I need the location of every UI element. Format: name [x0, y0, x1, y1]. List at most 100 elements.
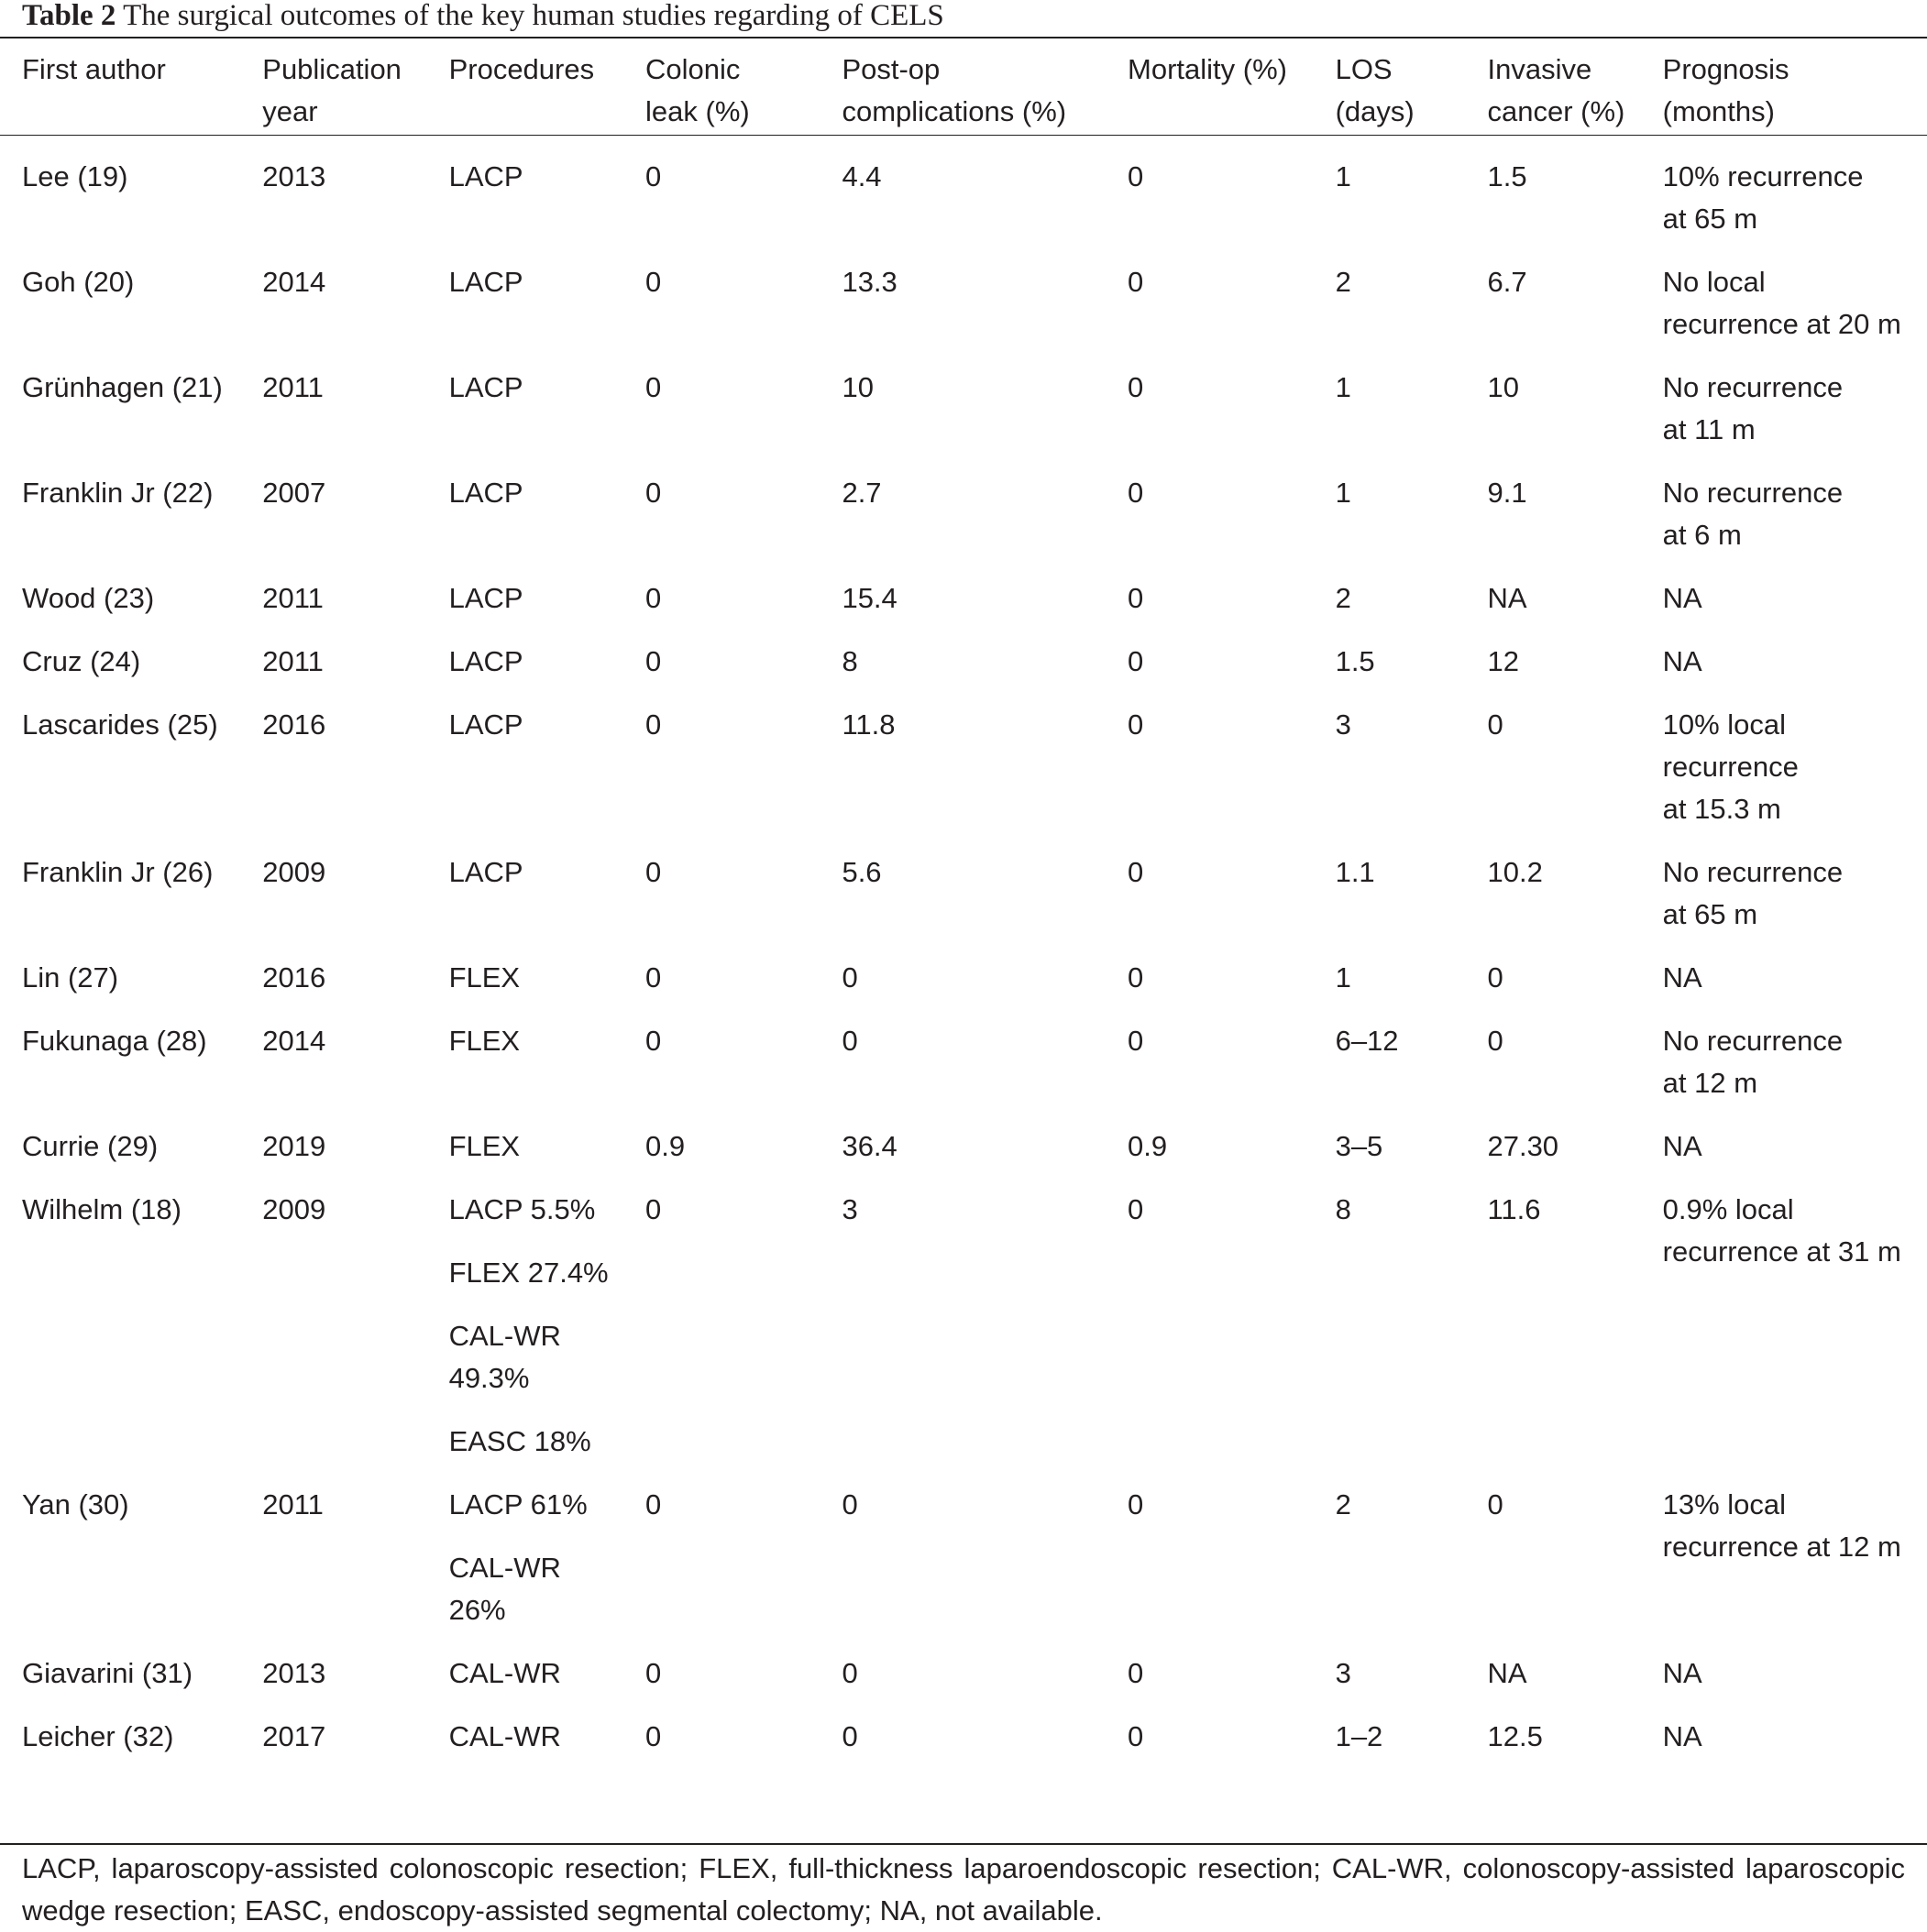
cell-los: 1–2 — [1335, 1720, 1383, 1752]
table-row: Lin (27) 2016 FLEX 0 0 0 1 0 NA — [0, 936, 1927, 999]
table-label: Table 2 — [22, 0, 116, 32]
procedure-entry: LACP — [448, 266, 523, 298]
procedure-entry: CAL-WR — [448, 1657, 561, 1689]
cell-post-op-complications: 4.4 — [842, 160, 882, 192]
cell-prognosis: No local recurrence at 20 m — [1662, 266, 1901, 340]
cell-publication-year: 2019 — [262, 1130, 326, 1162]
cell-post-op-complications: 36.4 — [842, 1130, 897, 1162]
cell-invasive-cancer: 12 — [1487, 645, 1519, 677]
header-row: First author Publication year Procedures Col… — [0, 40, 1927, 135]
cell-publication-year: 2011 — [262, 1488, 324, 1520]
cell-mortality: 0 — [1128, 856, 1144, 888]
cell-prognosis: NA — [1662, 961, 1702, 993]
procedure-entry: LACP 61% — [448, 1488, 588, 1520]
cell-los: 2 — [1335, 582, 1351, 614]
cell-mortality: 0 — [1128, 1720, 1144, 1752]
cell-mortality: 0 — [1128, 708, 1144, 741]
cell-procedures: LACP — [449, 240, 645, 346]
cell-post-op-complications: 0 — [842, 1657, 858, 1689]
cell-post-op-complications: 2.7 — [842, 477, 882, 509]
cell-prognosis: 10% local recurrence at 15.3 m — [1662, 708, 1799, 825]
cell-colonic-leak: 0 — [645, 856, 662, 888]
cell-procedures: LACP 61% CAL-WR 26% — [449, 1463, 645, 1631]
cell-post-op-complications: 0 — [842, 1025, 858, 1057]
cell-prognosis: NA — [1662, 582, 1702, 614]
cell-publication-year: 2016 — [262, 961, 326, 993]
cell-procedures: LACP 5.5% FLEX 27.4% CAL-WR 49.3% EASC 18% — [449, 1168, 645, 1463]
cell-colonic-leak: 0 — [645, 266, 662, 298]
procedure-entry: LACP — [448, 708, 523, 741]
cell-mortality: 0 — [1128, 160, 1144, 192]
header-first-author: First author — [22, 53, 166, 85]
cell-first-author: Wilhelm (18) — [22, 1193, 182, 1225]
table-title: The surgical outcomes of the key human s… — [123, 0, 944, 32]
cell-invasive-cancer: 11.6 — [1487, 1193, 1541, 1225]
cell-first-author: Lee (19) — [22, 160, 128, 192]
table-row: Wilhelm (18) 2009 LACP 5.5% FLEX 27.4% CAL-W… — [0, 1168, 1927, 1463]
cell-first-author: Grünhagen (21) — [22, 371, 223, 403]
cell-procedures: CAL-WR — [449, 1631, 645, 1695]
cell-mortality: 0 — [1128, 645, 1144, 677]
procedure-entry: EASC 18% — [448, 1425, 591, 1457]
cell-publication-year: 2014 — [262, 1025, 326, 1057]
header-post-op-complications: Post-op complications (%) — [842, 53, 1067, 127]
table-row: Franklin Jr (22) 2007 LACP 0 2.7 0 1 9.1 No recu… — [0, 451, 1927, 556]
cell-post-op-complications: 8 — [842, 645, 858, 677]
cell-first-author: Currie (29) — [22, 1130, 159, 1162]
cell-post-op-complications: 13.3 — [842, 266, 897, 298]
cell-invasive-cancer: NA — [1487, 582, 1527, 614]
cell-post-op-complications: 15.4 — [842, 582, 897, 614]
cell-prognosis: No recurrence at 12 m — [1662, 1025, 1844, 1099]
cell-los: 1.5 — [1335, 645, 1375, 677]
cell-invasive-cancer: NA — [1487, 1657, 1527, 1689]
cell-los: 8 — [1335, 1193, 1351, 1225]
header-rule — [0, 135, 1927, 136]
cell-procedures: LACP — [449, 556, 645, 620]
cell-first-author: Lascarides (25) — [22, 708, 218, 741]
top-rule — [0, 37, 1927, 38]
header-los: LOS (days) — [1335, 53, 1415, 127]
table-row: Currie (29) 2019 FLEX 0.9 36.4 0.9 3–5 27.30 NA — [0, 1104, 1927, 1168]
cell-prognosis: No recurrence at 6 m — [1662, 477, 1844, 551]
cell-post-op-complications: 10 — [842, 371, 874, 403]
header-prognosis: Prognosis (months) — [1662, 53, 1789, 127]
cell-invasive-cancer: 6.7 — [1487, 266, 1527, 298]
cell-procedures: LACP — [449, 830, 645, 936]
bottom-rule — [0, 1843, 1927, 1845]
cell-colonic-leak: 0 — [645, 160, 662, 192]
outcomes-table: First author Publication year Procedures Col… — [0, 40, 1927, 1758]
cell-los: 1 — [1335, 477, 1351, 509]
header-invasive-cancer: Invasive cancer (%) — [1487, 53, 1625, 127]
header-mortality: Mortality (%) — [1128, 53, 1287, 85]
procedure-entry: FLEX — [448, 1025, 521, 1057]
cell-post-op-complications: 0 — [842, 1720, 858, 1752]
cell-colonic-leak: 0 — [645, 371, 662, 403]
table-body: Lee (19) 2013 LACP 0 4.4 0 1 1.5 10% recurrence a… — [0, 135, 1927, 1758]
cell-post-op-complications: 0 — [842, 961, 858, 993]
table-row: Fukunaga (28) 2014 FLEX 0 0 0 6–12 0 No recurren… — [0, 999, 1927, 1104]
cell-publication-year: 2016 — [262, 708, 326, 741]
cell-procedures: LACP — [449, 135, 645, 240]
cell-colonic-leak: 0 — [645, 1193, 662, 1225]
cell-colonic-leak: 0 — [645, 1488, 662, 1520]
table-row: Lascarides (25) 2016 LACP 0 11.8 0 3 0 10% local… — [0, 683, 1927, 830]
procedure-entry: CAL-WR 49.3% — [448, 1320, 561, 1394]
header-publication-year: Publication year — [262, 53, 402, 127]
cell-colonic-leak: 0 — [645, 1720, 662, 1752]
cell-first-author: Cruz (24) — [22, 645, 141, 677]
table-row: Cruz (24) 2011 LACP 0 8 0 1.5 12 NA — [0, 620, 1927, 683]
cell-procedures: LACP — [449, 683, 645, 830]
cell-prognosis: 13% local recurrence at 12 m — [1662, 1488, 1901, 1563]
cell-publication-year: 2013 — [262, 160, 326, 192]
cell-mortality: 0 — [1128, 1488, 1144, 1520]
table-row: Yan (30) 2011 LACP 61% CAL-WR 26% 0 0 0 2 0 13% l… — [0, 1463, 1927, 1631]
cell-los: 1.1 — [1335, 856, 1375, 888]
cell-procedures: CAL-WR — [449, 1695, 645, 1758]
cell-first-author: Franklin Jr (26) — [22, 856, 214, 888]
header-procedures: Procedures — [448, 53, 595, 85]
cell-invasive-cancer: 0 — [1487, 1488, 1503, 1520]
cell-mortality: 0 — [1128, 477, 1144, 509]
cell-invasive-cancer: 10 — [1487, 371, 1519, 403]
procedure-entry: FLEX — [448, 1130, 521, 1162]
cell-invasive-cancer: 0 — [1487, 708, 1503, 741]
